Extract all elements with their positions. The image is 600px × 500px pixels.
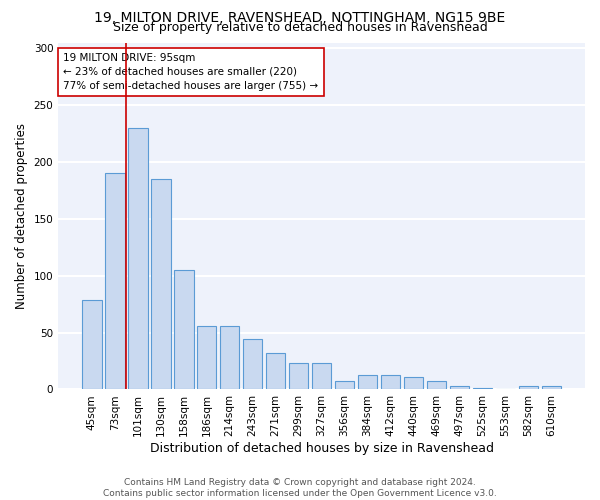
Bar (427, 382, 446, 390)
Bar (151, 179, 170, 390)
Bar (542, 386, 561, 390)
Bar (197, 326, 217, 390)
Text: Size of property relative to detached houses in Ravenshead: Size of property relative to detached ho… (113, 22, 487, 35)
Bar (449, 386, 469, 390)
Text: 19, MILTON DRIVE, RAVENSHEAD, NOTTINGHAM, NG15 9BE: 19, MILTON DRIVE, RAVENSHEAD, NOTTINGHAM… (94, 12, 506, 26)
Y-axis label: Number of detached properties: Number of detached properties (15, 123, 28, 309)
Bar (266, 353, 286, 390)
Bar (473, 388, 492, 390)
Bar (312, 364, 331, 390)
Bar (105, 174, 125, 390)
Bar (335, 382, 355, 390)
Bar (404, 377, 423, 390)
Text: 19 MILTON DRIVE: 95sqm
← 23% of detached houses are smaller (220)
77% of semi-de: 19 MILTON DRIVE: 95sqm ← 23% of detached… (64, 53, 319, 91)
Bar (289, 364, 308, 390)
Bar (381, 374, 400, 390)
Text: Contains HM Land Registry data © Crown copyright and database right 2024.
Contai: Contains HM Land Registry data © Crown c… (103, 478, 497, 498)
X-axis label: Distribution of detached houses by size in Ravenshead: Distribution of detached houses by size … (149, 442, 494, 455)
Bar (518, 386, 538, 390)
Bar (220, 326, 239, 390)
Bar (128, 128, 148, 390)
Bar (358, 374, 377, 390)
Bar (243, 340, 262, 390)
Bar (174, 270, 194, 390)
Bar (82, 300, 101, 390)
